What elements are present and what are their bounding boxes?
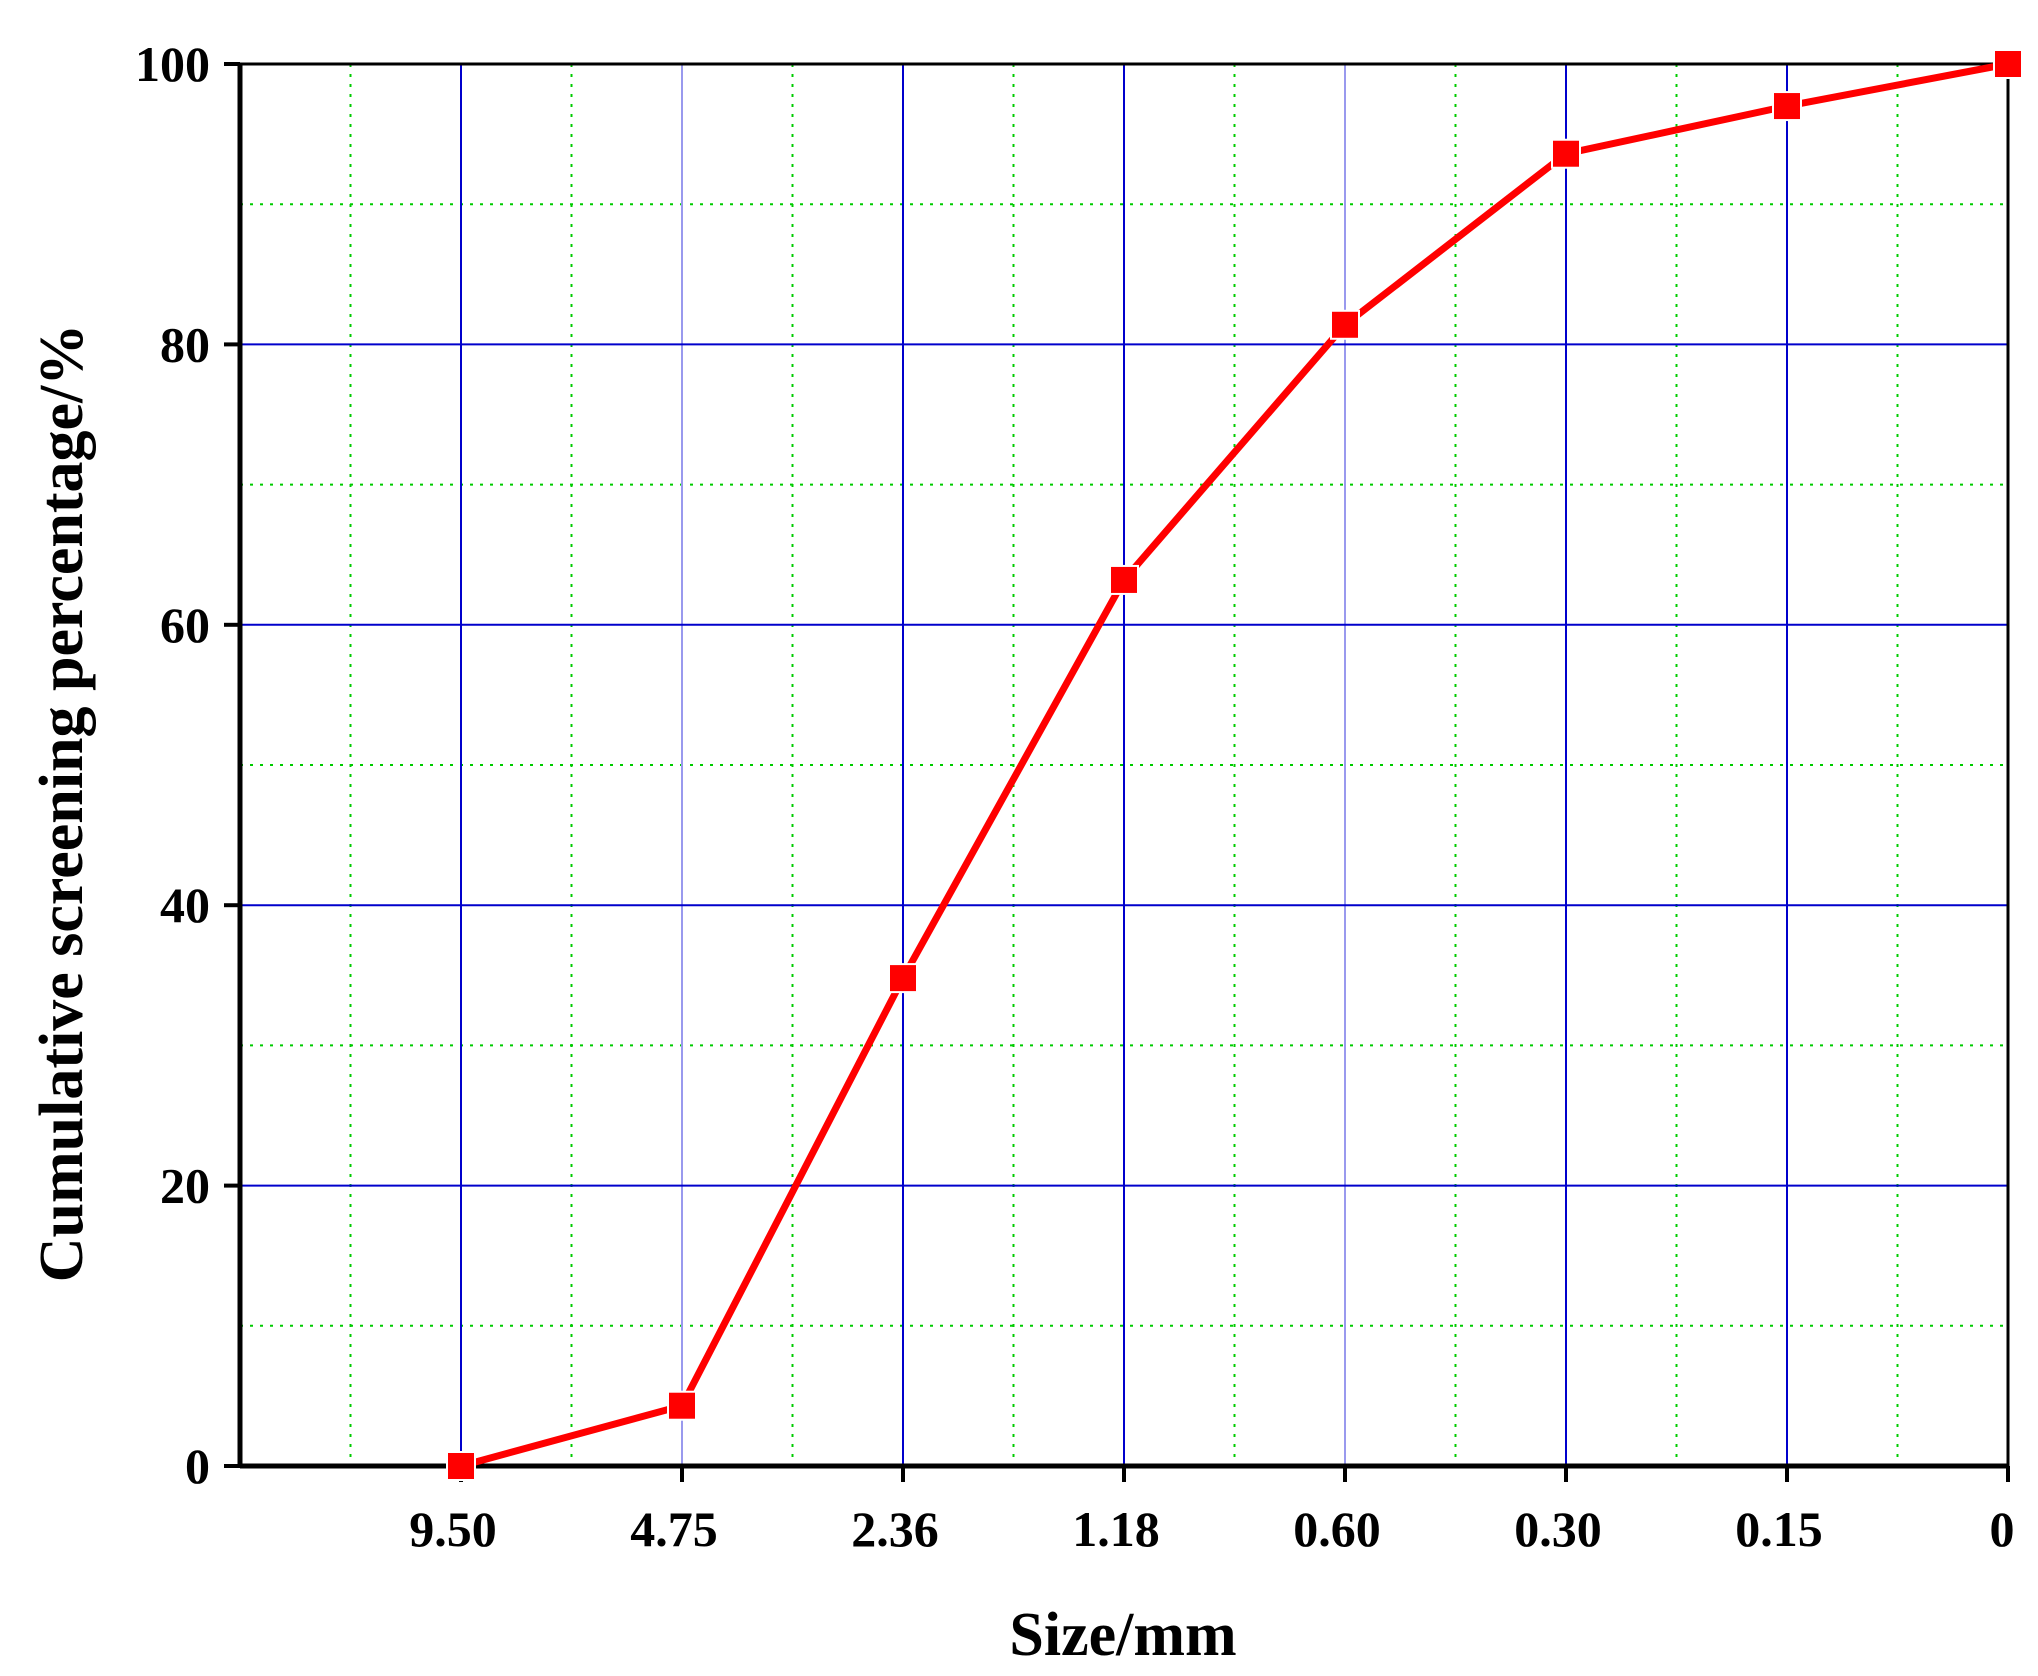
data-point-marker [888, 963, 918, 994]
x-tick-label: 4.75 [630, 1501, 718, 1557]
y-tick-label: 20 [160, 1158, 210, 1214]
x-tick-label: 9.50 [409, 1501, 497, 1557]
minor-grid [240, 64, 2008, 1466]
y-tick-label: 80 [160, 316, 210, 372]
data-point-marker [1772, 91, 1802, 122]
data-point-marker [1993, 49, 2023, 79]
axes [237, 62, 2010, 1469]
series-line [460, 60, 2009, 1470]
data-point-marker [1330, 309, 1360, 340]
x-tick-label: 0.60 [1293, 1501, 1381, 1557]
data-point-marker [1551, 138, 1581, 169]
y-tick-label: 100 [135, 36, 210, 92]
data-point-marker [1109, 564, 1139, 595]
x-tick-label: 0.30 [1514, 1501, 1602, 1557]
y-tick-label: 60 [160, 597, 210, 653]
x-tick-label: 2.36 [851, 1501, 939, 1557]
data-point-marker [667, 1390, 697, 1421]
data-point-marker [446, 1451, 476, 1481]
y-tick-label: 0 [185, 1438, 210, 1494]
x-axis-ticks: 9.50 4.75 2.36 1.18 0.60 0.30 0.15 0 [409, 1466, 2015, 1557]
y-tick-label: 40 [160, 877, 210, 933]
y-axis-ticks: 0 20 40 60 80 100 [135, 36, 240, 1494]
y-axis-title: Cumulative screening percentage/% [28, 324, 96, 1283]
x-tick-label: 1.18 [1072, 1501, 1160, 1557]
series-layer [446, 49, 2023, 1481]
x-tick-label: 0.15 [1735, 1501, 1823, 1557]
x-axis-title: Size/mm [1009, 1601, 1236, 1669]
x-tick-label: 0 [1990, 1501, 2015, 1557]
